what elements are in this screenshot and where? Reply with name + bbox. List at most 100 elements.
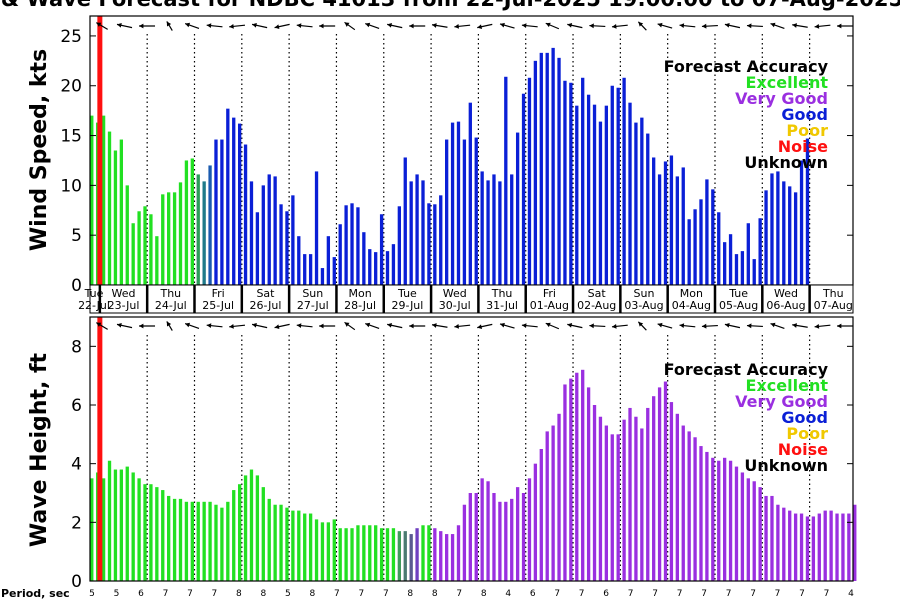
bar-wind [196, 174, 200, 285]
day-strip-frame [89, 284, 854, 314]
bar-wave [303, 513, 307, 581]
bar-wind [504, 76, 508, 285]
period-value: 7 [579, 589, 585, 599]
arrow-head [545, 322, 551, 328]
legend-item: Very Good [735, 392, 828, 411]
direction-arrow [657, 322, 673, 329]
bar-wave [841, 513, 845, 581]
bar-wave [717, 460, 721, 581]
bar-wave [592, 405, 597, 581]
direction-arrow [701, 323, 718, 329]
bar-wave [681, 425, 685, 581]
bar-wave [764, 495, 768, 581]
bar-wind [510, 174, 514, 285]
bar-wave [409, 534, 413, 581]
bar-wind [545, 52, 549, 286]
arrow-head [139, 23, 144, 29]
bar-wave [137, 478, 141, 581]
bar-wave [675, 413, 679, 581]
bar-wind [379, 214, 384, 285]
bar-wave [368, 525, 372, 581]
bar-wave [143, 484, 147, 581]
direction-arrow [724, 22, 741, 29]
period-value: 4 [848, 589, 854, 599]
bar-wind [604, 105, 609, 286]
bar-wind [687, 219, 691, 285]
bar-wind [445, 139, 449, 285]
bar-wind [172, 192, 177, 285]
bar-wind [492, 174, 496, 285]
day-date: 07-Aug [814, 299, 853, 312]
legend-item: Unknown [744, 456, 828, 475]
day-name: Sat [588, 287, 607, 300]
bar-wind [232, 117, 236, 285]
direction-arrow [139, 323, 156, 329]
bar-wind [320, 268, 325, 285]
bar-wind [350, 203, 354, 285]
day-date: 24-Jul [155, 299, 187, 312]
bar-wind [113, 150, 118, 285]
day-date: 04-Aug [672, 299, 711, 312]
bar-wave [527, 478, 532, 581]
noise-marker [97, 317, 103, 581]
wave-plot-frame [89, 316, 854, 582]
bar-wind [125, 185, 129, 285]
day-date: 30-Jul [439, 299, 471, 312]
bar-wind [137, 211, 141, 285]
bar-wave [823, 510, 827, 581]
legend-item: Noise [778, 440, 828, 459]
period-value: 7 [750, 589, 756, 599]
bar-wind [462, 139, 467, 285]
bar-wind [782, 181, 786, 285]
direction-arrow [365, 322, 380, 329]
period-value: 7 [799, 589, 805, 599]
day-date: 27-Jul [297, 299, 329, 312]
legend-item: Poor [786, 424, 828, 443]
bar-wave [799, 513, 804, 581]
bar-wind [208, 165, 212, 285]
bar-wind [237, 123, 242, 285]
bar-wind [474, 137, 478, 285]
bar-wind [119, 139, 124, 285]
direction-arrow [96, 22, 108, 30]
period-value: 8 [432, 589, 438, 599]
direction-arrow [611, 23, 628, 29]
y-tick-label: 25 [60, 27, 82, 47]
bar-wind [776, 171, 780, 285]
arrow-head [477, 24, 483, 30]
bar-wave [101, 478, 106, 581]
bar-wind [705, 179, 709, 285]
direction-arrow [365, 22, 380, 29]
arrow-head [274, 324, 280, 330]
bar-wave [758, 487, 762, 581]
bar-wind [533, 60, 538, 286]
bar-wave [480, 478, 484, 581]
bar-wave [539, 449, 543, 581]
bar-wave [628, 407, 632, 581]
bar-wave [344, 528, 348, 581]
bar-wave [379, 528, 384, 581]
arrow-head [545, 22, 551, 28]
direction-arrow [166, 21, 173, 31]
arrow-head [477, 324, 483, 330]
direction-arrow [251, 322, 268, 329]
day-name: Thu [822, 287, 844, 300]
arrow-head [319, 323, 324, 329]
bar-wind [439, 195, 443, 285]
wind-y-ticks: 0 5 10 15 20 25 [60, 27, 853, 296]
day-name: Fri [543, 287, 556, 300]
bar-wind [569, 82, 573, 285]
bar-wave [445, 534, 449, 581]
day-date: 22-Jul [78, 299, 110, 312]
bar-wind [563, 80, 567, 285]
y-tick-label: 10 [60, 176, 82, 196]
arrow-head [657, 322, 663, 328]
bar-wave [90, 478, 94, 581]
period-value: 7 [726, 589, 732, 599]
period-value: 5 [89, 589, 95, 599]
bar-wave [793, 513, 798, 581]
noise-marker [97, 16, 103, 285]
bar-wind [515, 132, 520, 285]
